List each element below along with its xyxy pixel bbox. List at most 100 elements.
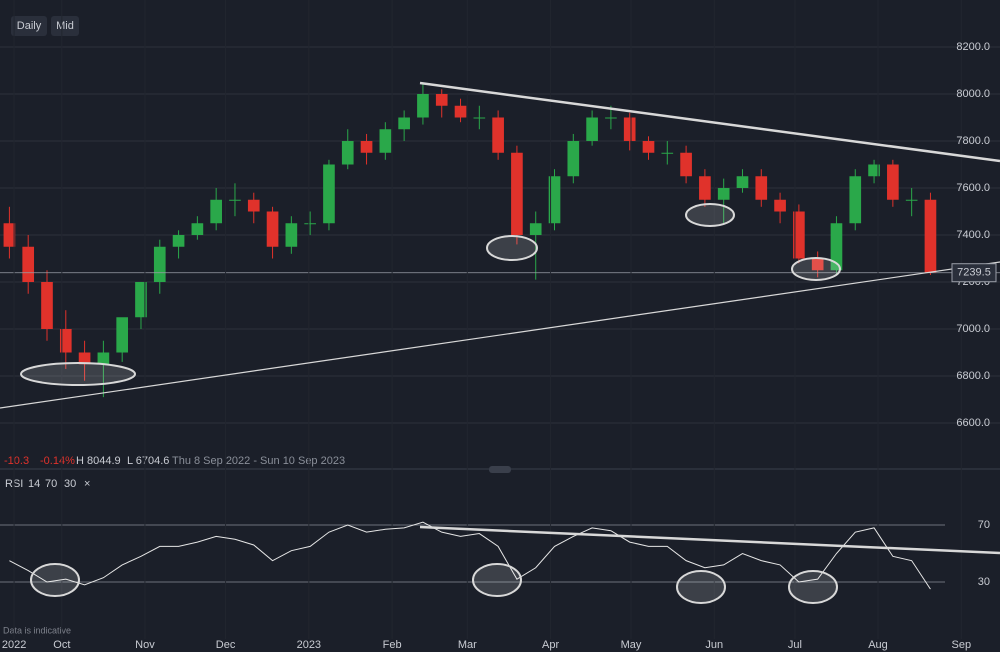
highlight <box>685 203 735 227</box>
indicator-upper: 70 <box>45 478 57 490</box>
candle-body <box>59 329 72 353</box>
candle-body <box>473 117 486 119</box>
candle-body <box>78 352 91 365</box>
x-tick-label: Sep <box>951 639 971 651</box>
highlight <box>676 570 726 604</box>
candle-body <box>717 188 730 200</box>
y-tick-label: 30 <box>978 576 990 588</box>
indicator-close[interactable]: × <box>84 478 90 490</box>
last-price-box <box>951 263 997 283</box>
candle-body <box>567 141 580 177</box>
highlight <box>30 563 80 597</box>
candle-body <box>417 94 429 118</box>
candle-body <box>793 211 805 259</box>
candle-body <box>736 176 749 188</box>
candle-body <box>323 164 335 224</box>
candle-body <box>605 117 617 119</box>
candle-body <box>379 129 392 153</box>
candle-body <box>529 223 542 235</box>
candle-body <box>887 164 899 200</box>
rsi-line <box>9 521 931 590</box>
change-pct: -0.14% <box>40 455 75 467</box>
x-tick-label: Apr <box>542 639 559 651</box>
candle-body <box>153 246 166 282</box>
x-tick-label: Feb <box>383 639 402 651</box>
interval-button[interactable] <box>11 16 47 36</box>
y-tick-label: 7000.0 <box>956 323 990 335</box>
candle-body <box>41 282 53 329</box>
indicator-period: 14 <box>28 478 40 490</box>
axis-labels: 6600.06800.07000.07200.07400.07600.07800… <box>2 41 997 651</box>
price-type-button[interactable] <box>51 16 79 36</box>
pane-handle[interactable] <box>489 466 511 473</box>
change: -10.3 <box>4 455 29 467</box>
trendline <box>0 261 1000 409</box>
candle-body <box>172 235 185 247</box>
candle-body <box>116 317 129 353</box>
candle-body <box>849 176 862 224</box>
annotations <box>0 81 1000 604</box>
y-tick-label: 8000.0 <box>956 88 990 100</box>
candle-body <box>774 199 786 212</box>
candle-body <box>22 246 35 282</box>
candle-body <box>623 117 636 141</box>
candle-body <box>285 223 298 247</box>
candle-body <box>586 117 598 141</box>
candle-body <box>661 152 674 154</box>
y-tick-label: 70 <box>978 519 990 531</box>
candle-body <box>398 117 410 130</box>
x-tick-label: Jun <box>705 639 723 651</box>
candle-body <box>699 176 711 200</box>
price-type-label[interactable]: Mid <box>56 20 74 32</box>
candle-body <box>642 141 655 153</box>
highlight <box>486 235 538 261</box>
candle-body <box>210 199 222 224</box>
candle-body <box>492 117 504 153</box>
x-tick-label: Aug <box>868 639 888 651</box>
high: H 8044.9 <box>76 455 121 467</box>
y-tick-label: 7600.0 <box>956 182 990 194</box>
indicator-lower: 30 <box>64 478 76 490</box>
x-tick-label: Dec <box>216 639 236 651</box>
candle-body <box>229 199 241 201</box>
x-tick-label: Jul <box>788 639 802 651</box>
footer-note: Data is indicative <box>3 625 71 635</box>
candle-body <box>830 223 843 271</box>
candle-body <box>435 94 448 106</box>
x-tick-label: 2023 <box>297 639 321 651</box>
interval-label[interactable]: Daily <box>17 20 42 32</box>
candle-body <box>868 164 880 177</box>
y-tick-label: 7400.0 <box>956 229 990 241</box>
highlight <box>472 563 522 597</box>
candle-body <box>191 223 204 235</box>
x-tick-label: May <box>621 639 642 651</box>
candle-body <box>341 141 354 165</box>
low: L 6704.6 <box>127 455 169 467</box>
date-range: Thu 8 Sep 2022 - Sun 10 Sep 2023 <box>172 455 345 467</box>
candle-body <box>511 152 523 235</box>
candle-body <box>135 282 147 318</box>
highlight <box>791 257 841 281</box>
candle-body <box>3 223 16 247</box>
y-tick-label: 7800.0 <box>956 135 990 147</box>
y-tick-label: 6600.0 <box>956 417 990 429</box>
candle-body <box>97 352 110 365</box>
x-tick-label: 2022 <box>2 639 26 651</box>
highlight <box>788 570 838 604</box>
candle-body <box>905 199 918 201</box>
candle-body <box>755 176 768 200</box>
candle-body <box>924 199 937 273</box>
x-tick-label: Mar <box>458 639 477 651</box>
y-tick-label: 6800.0 <box>956 370 990 382</box>
candle-body <box>304 223 316 225</box>
candle-body <box>360 141 373 153</box>
candle-body <box>247 199 260 212</box>
x-tick-label: Nov <box>135 639 155 651</box>
candle-body <box>266 211 279 247</box>
candle-body <box>680 152 692 177</box>
candle-body <box>548 176 561 224</box>
candle-body <box>454 105 467 118</box>
